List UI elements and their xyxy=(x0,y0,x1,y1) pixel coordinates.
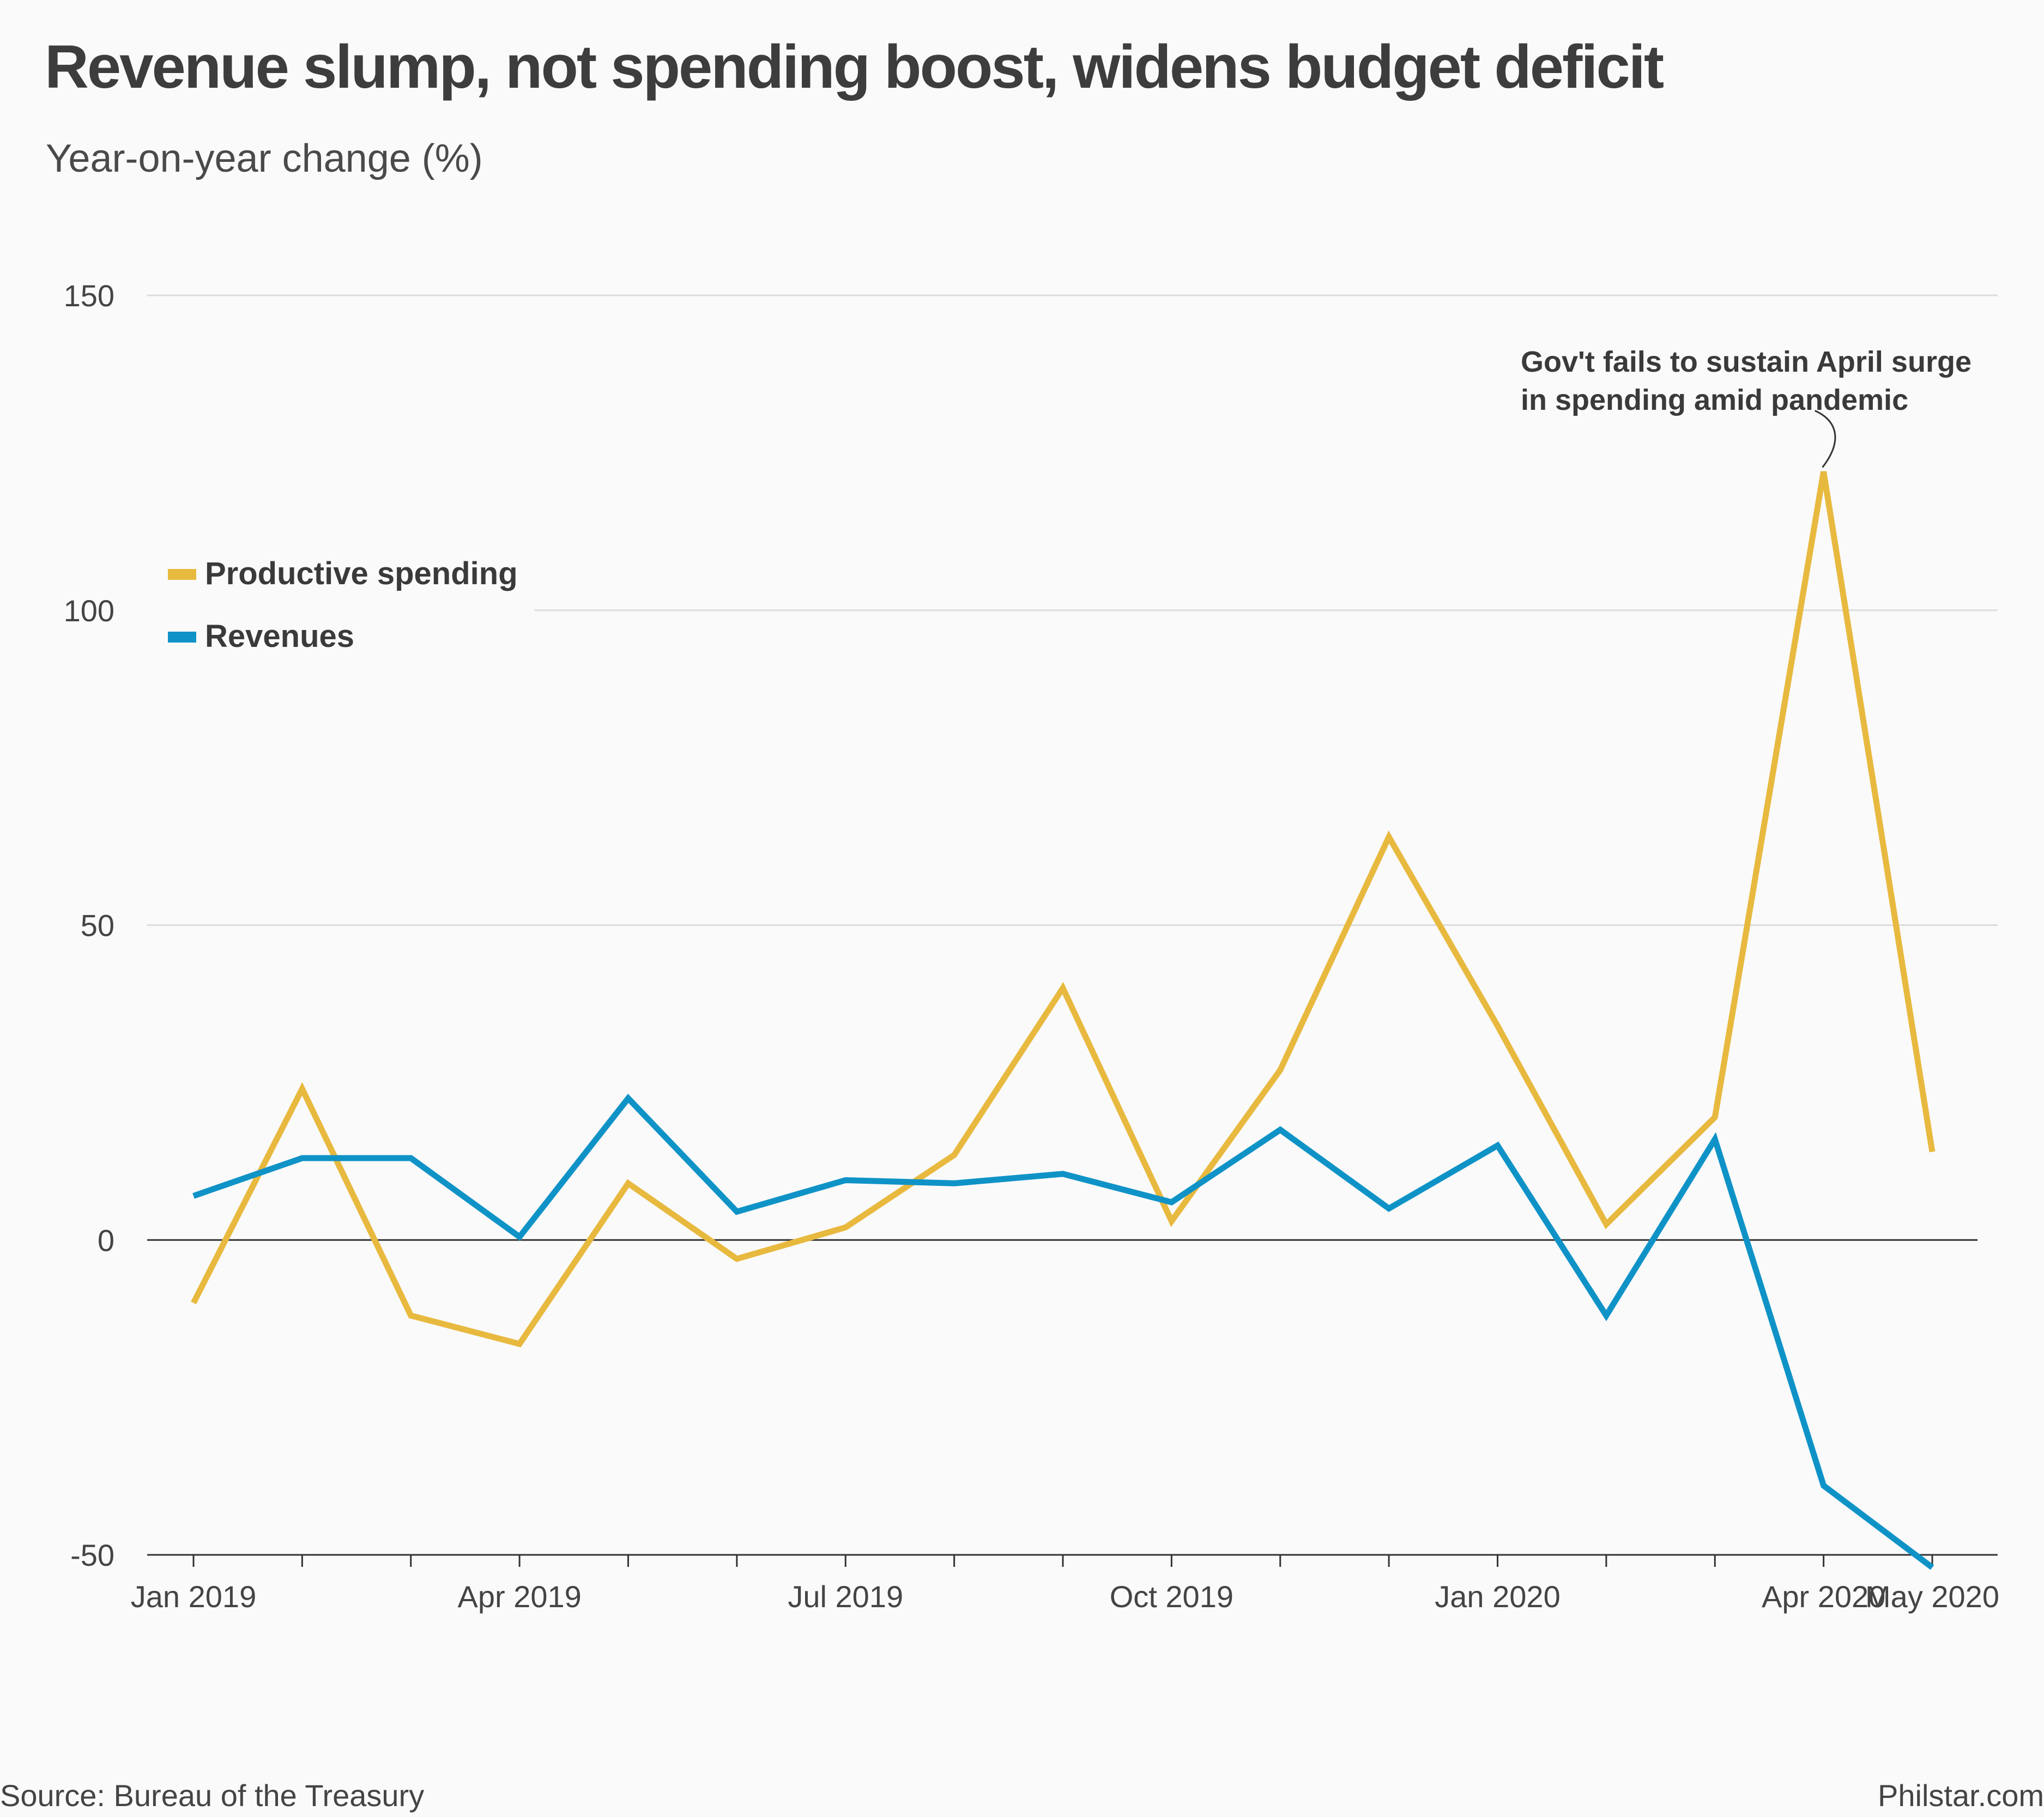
line-chart: -50 0 50 100 150 Jan 2019 Apr 2019 Jul 2019 Oct… xyxy=(64,278,1999,1614)
legend-swatch xyxy=(168,569,196,580)
x-tick-label: Apr 2019 xyxy=(457,1579,581,1614)
series-lines xyxy=(191,471,1936,1570)
credit-note: Philstar.com xyxy=(1878,1778,2044,1813)
legend-label: Revenues xyxy=(205,619,354,654)
y-tick-label: -50 xyxy=(70,1538,114,1572)
series-line-productive-spending xyxy=(191,471,1936,1348)
source-note: Source: Bureau of the Treasury xyxy=(0,1778,425,1813)
annotation: Gov't fails to sustain April surge in spe… xyxy=(1521,346,1972,468)
grid-lines xyxy=(147,294,1998,926)
x-tick-label: Jan 2019 xyxy=(131,1579,256,1614)
x-tick-label: Jan 2020 xyxy=(1435,1579,1560,1614)
chart-subtitle: Year-on-year change (%) xyxy=(46,137,483,180)
legend-swatch xyxy=(168,632,196,643)
y-tick-label: 50 xyxy=(81,909,114,943)
y-axis-ticks: -50 0 50 100 150 xyxy=(64,278,114,1572)
y-tick-label: 150 xyxy=(64,278,114,313)
annotation-text: in spending amid pandemic xyxy=(1521,384,1908,416)
legend-label: Productive spending xyxy=(205,556,518,591)
x-axis: Jan 2019 Apr 2019 Jul 2019 Oct 2019 Jan 2020… xyxy=(131,1554,1999,1614)
series-line-revenues xyxy=(192,1093,1934,1570)
x-tick-label: Jul 2019 xyxy=(788,1579,903,1614)
x-tick-label: Oct 2019 xyxy=(1110,1579,1233,1614)
x-tick-label: Apr 2020 xyxy=(1762,1579,1885,1614)
chart-title: Revenue slump, not spending boost, widen… xyxy=(45,33,1664,101)
annotation-leader xyxy=(1815,410,1836,468)
annotation-text: Gov't fails to sustain April surge xyxy=(1521,346,1972,378)
legend: Productive spending Revenues xyxy=(168,556,518,654)
x-tick-label: May 2020 xyxy=(1865,1579,1999,1614)
y-tick-label: 0 xyxy=(98,1223,114,1257)
y-tick-label: 100 xyxy=(64,593,114,628)
